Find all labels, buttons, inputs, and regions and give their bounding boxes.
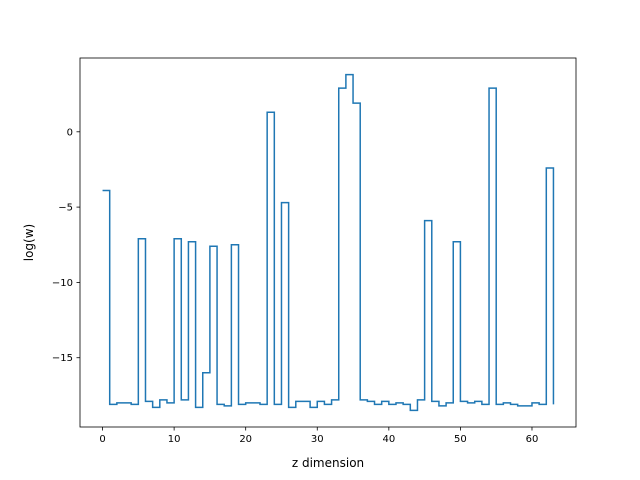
y-axis: 0 −5 −10 −15 — [52, 127, 80, 364]
x-axis: 0 10 20 30 40 50 60 — [99, 427, 538, 445]
y-tick-label: −5 — [58, 203, 73, 214]
axes-frame — [79, 57, 577, 428]
x-tick-label: 50 — [454, 434, 467, 445]
x-tick-label: 10 — [168, 434, 181, 445]
y-tick-label: −10 — [52, 278, 73, 289]
x-tick-label: 30 — [311, 434, 324, 445]
x-tick-label: 20 — [239, 434, 252, 445]
y-axis-label: log(w) — [22, 224, 36, 261]
y-tick-label: 0 — [67, 127, 73, 138]
plot-area — [102, 73, 555, 412]
x-tick-label: 40 — [382, 434, 395, 445]
x-tick-label: 0 — [99, 434, 105, 445]
x-axis-label: z dimension — [292, 456, 364, 470]
x-tick-label: 60 — [526, 434, 539, 445]
series-line — [102, 73, 555, 412]
y-tick-label: −15 — [52, 353, 73, 364]
